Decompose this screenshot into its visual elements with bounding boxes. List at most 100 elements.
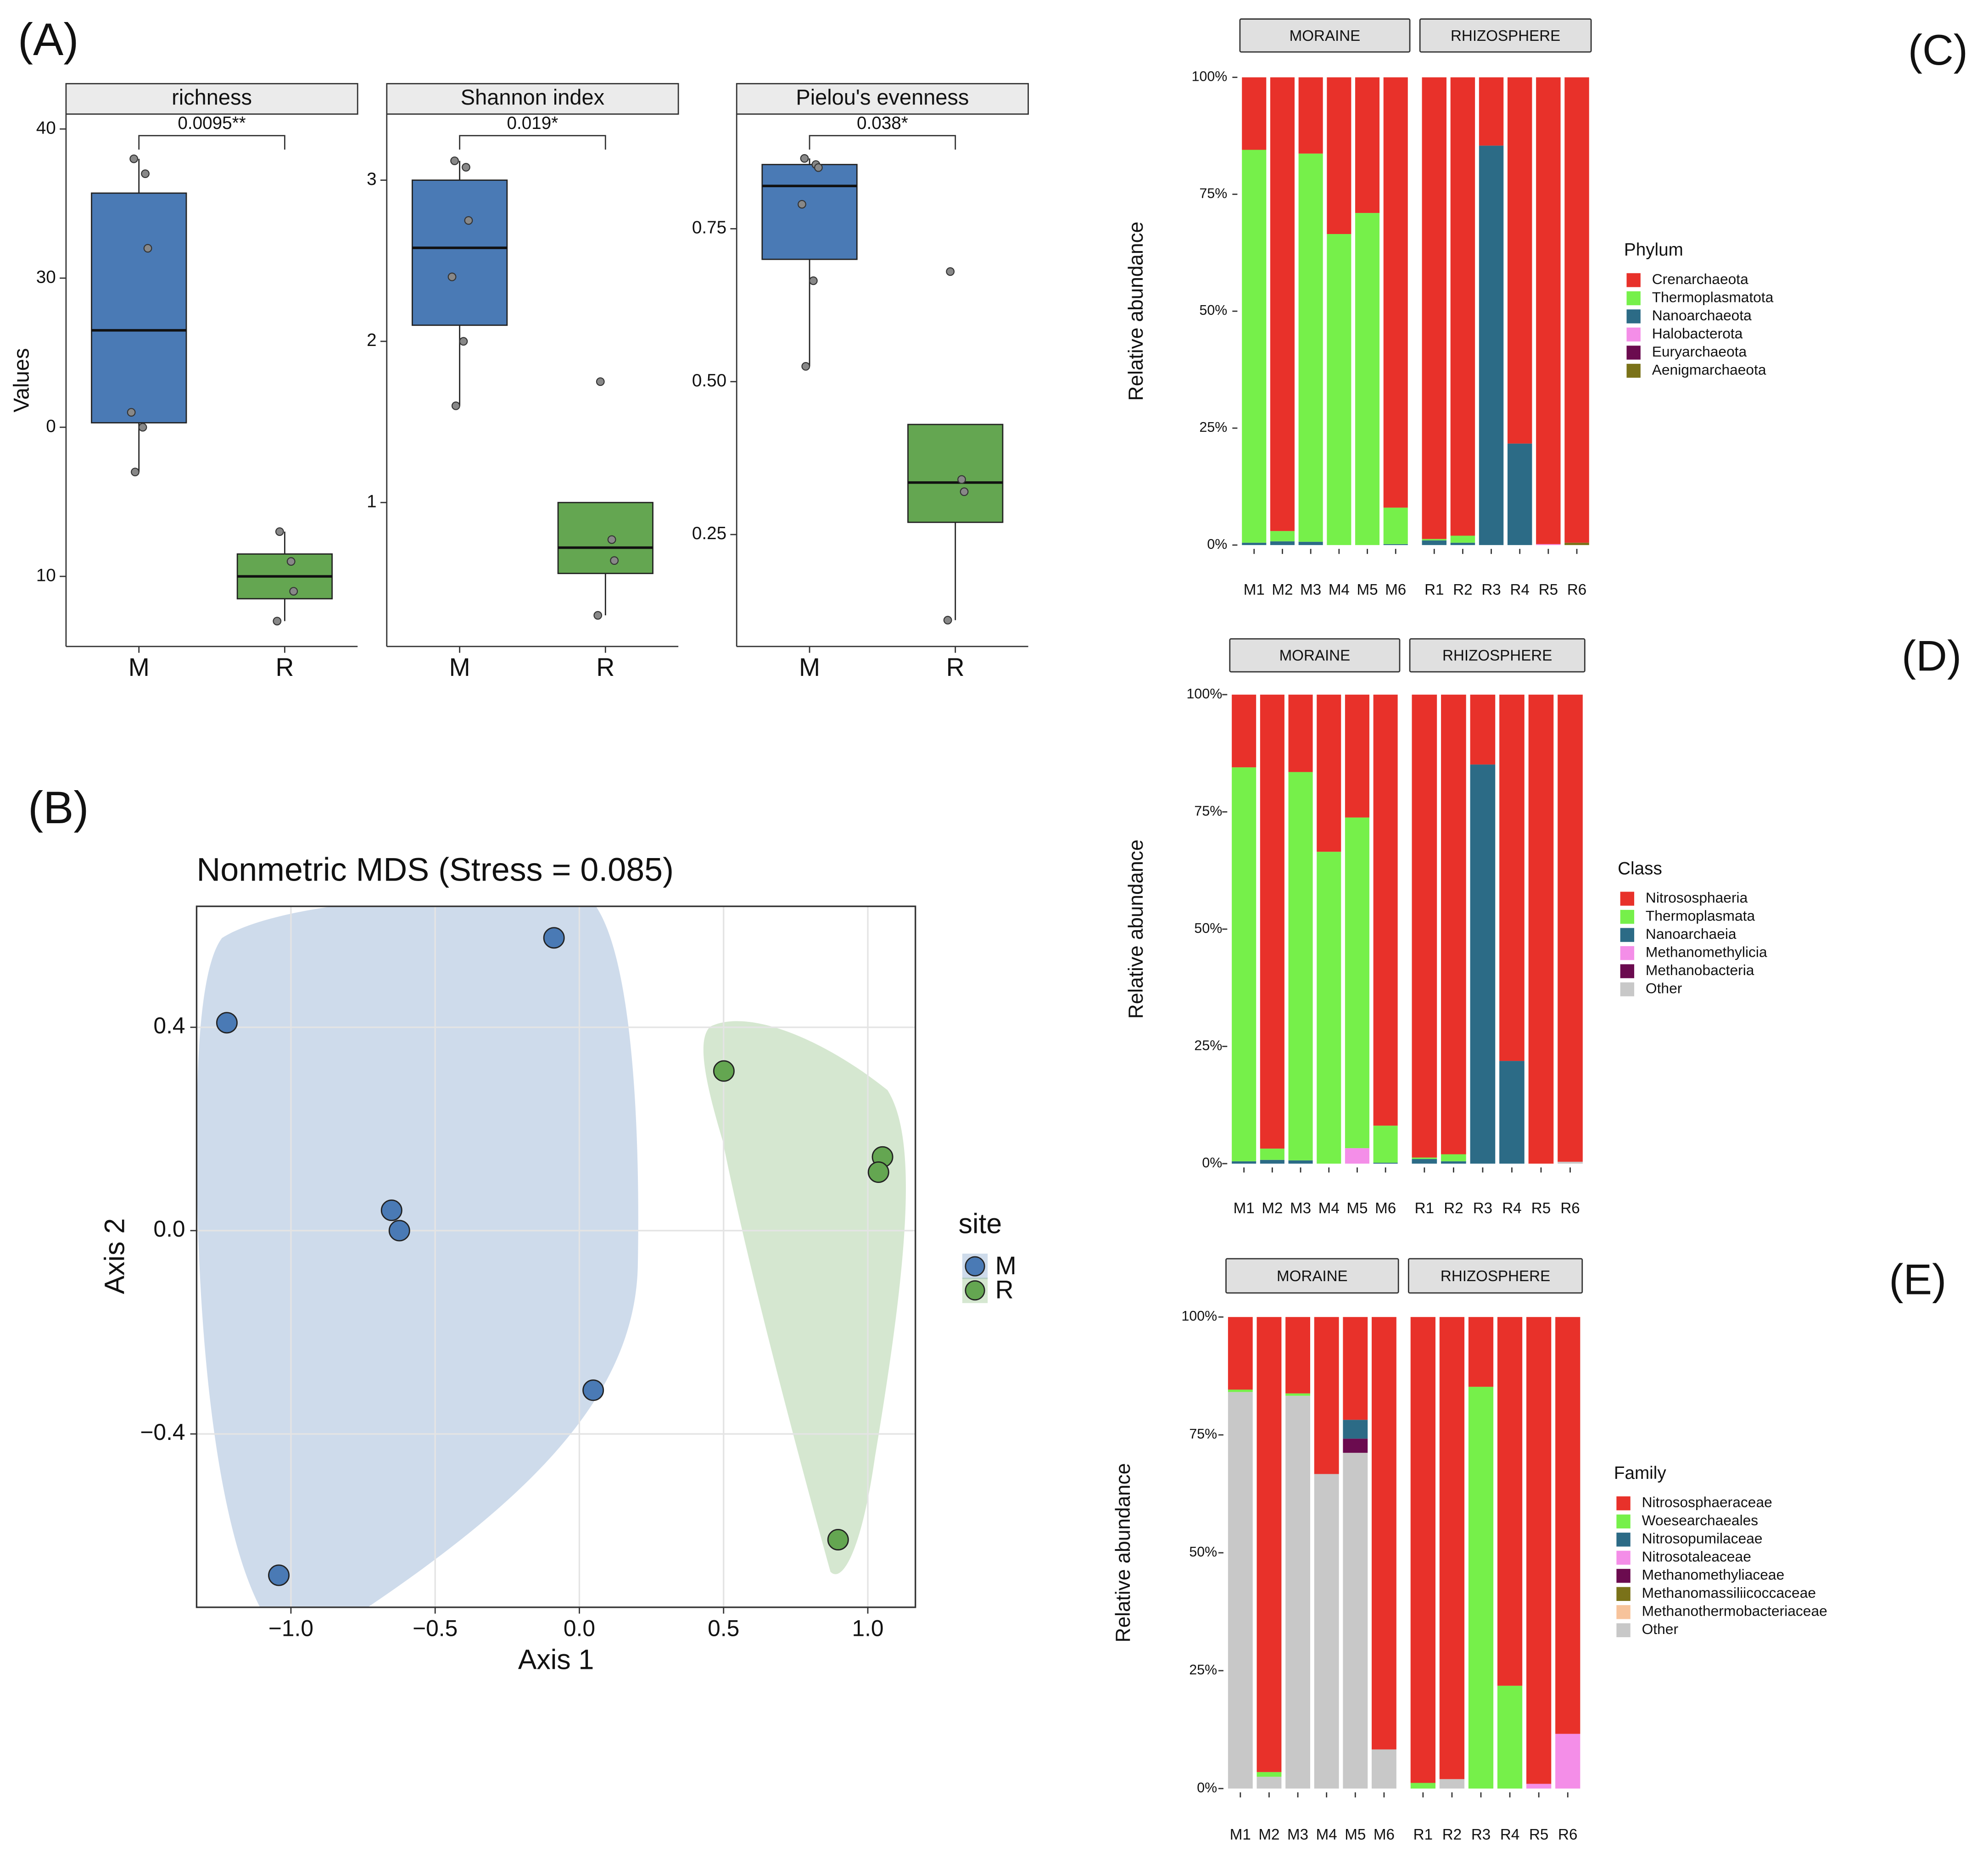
y-tick-label: 100% (1187, 686, 1223, 702)
x-tick-label: M1 (1230, 1826, 1251, 1843)
facet-label: RHIZOSPHERE (1451, 28, 1560, 45)
bar-segment (1260, 1149, 1284, 1160)
point (801, 362, 810, 371)
bar-segment (1260, 694, 1284, 1149)
point (216, 1012, 238, 1034)
bar-segment (1536, 544, 1561, 545)
box (411, 179, 508, 326)
x-tick-label: 1.0 (852, 1616, 883, 1641)
x-tick-label: R2 (1453, 581, 1472, 598)
bar-segment (1508, 77, 1532, 444)
facet-strip (1409, 638, 1586, 673)
bar-segment (1371, 1317, 1396, 1750)
bar-segment (1555, 1317, 1580, 1734)
point (827, 1528, 849, 1550)
legend-swatch (1626, 309, 1641, 323)
facet-strip (1225, 1258, 1399, 1294)
facet-label: MORAINE (1290, 28, 1361, 45)
y-tick-label: 100% (1181, 1308, 1217, 1324)
legend-swatch (1616, 1623, 1631, 1637)
bar-segment (1242, 77, 1267, 150)
facet-label: RHIZOSPHERE (1442, 647, 1552, 664)
legend-title: Family (1614, 1463, 1666, 1483)
bar-segment (1479, 77, 1504, 146)
bar-segment (1285, 1393, 1310, 1396)
panel-label: (C) (1908, 26, 1968, 74)
legend-label: Methanomassiliicoccaceae (1642, 1584, 1816, 1601)
point (593, 611, 603, 620)
x-tick-label: M1 (1244, 581, 1265, 598)
legend-marker (965, 1280, 985, 1301)
bar-segment (1298, 77, 1323, 154)
point (289, 587, 298, 596)
p-value: 0.038* (857, 113, 908, 133)
bar-segment (1270, 541, 1295, 545)
facet-strip (386, 83, 679, 115)
y-tick-label: 1 (367, 491, 377, 511)
point (459, 337, 468, 346)
bar-segment (1298, 541, 1323, 545)
point (380, 1199, 402, 1221)
facet-title: richness (172, 85, 252, 109)
bar-segment (1232, 767, 1256, 1161)
x-tick-label: M (799, 653, 820, 681)
bar-segment (1410, 1317, 1435, 1783)
bar-segment (1468, 1387, 1494, 1789)
point (596, 377, 605, 386)
plot-background (196, 906, 916, 1607)
y-tick-label: 25% (1199, 419, 1227, 435)
significance-bracket (459, 135, 606, 150)
legend-label: Nitrosopumilaceae (1642, 1530, 1763, 1547)
bar-segment (1526, 1784, 1552, 1789)
bar-segment (1528, 694, 1554, 1164)
x-tick-label: M5 (1357, 581, 1378, 598)
legend-swatch (1616, 1550, 1631, 1565)
bar-segment (1270, 77, 1295, 531)
bar-segment (1317, 852, 1341, 1164)
panel-label: (D) (1902, 631, 1961, 680)
x-tick-label: R1 (1415, 1200, 1434, 1217)
legend-label: Methanothermobacteriaceae (1642, 1603, 1827, 1619)
legend-swatch (1616, 1587, 1631, 1601)
legend-swatch (1616, 1605, 1631, 1619)
x-tick-label: M3 (1287, 1826, 1308, 1843)
x-tick-label: M3 (1300, 581, 1321, 598)
y-tick-label: 0.50 (692, 371, 726, 390)
y-tick-label: 10 (36, 565, 56, 585)
plot-frame (195, 905, 916, 1608)
bar-segment (1288, 772, 1313, 1160)
bar-segment (1441, 694, 1466, 1154)
y-tick-label: 0.75 (692, 218, 726, 238)
x-tick-label: M2 (1258, 1826, 1279, 1843)
point (447, 273, 457, 281)
bar-segment (1536, 77, 1561, 544)
point (713, 1060, 735, 1082)
legend-swatch (1626, 273, 1641, 287)
x-tick-label: R (946, 653, 965, 681)
bar-segment (1256, 1317, 1282, 1772)
bar-segment (1412, 694, 1437, 1158)
hull-m (196, 906, 638, 1607)
y-tick-label: 0% (1197, 1780, 1217, 1796)
x-tick-label: M6 (1385, 581, 1406, 598)
point (946, 267, 955, 276)
point (464, 216, 473, 225)
point (273, 617, 282, 625)
bar-segment (1355, 77, 1380, 213)
x-tick-label: M3 (1290, 1200, 1311, 1217)
x-tick-label: M4 (1318, 1200, 1340, 1217)
bar-segment (1526, 1317, 1552, 1784)
facet-strip (65, 83, 358, 115)
point (800, 154, 809, 163)
legend-label: Woesearchaeales (1642, 1512, 1759, 1528)
point (610, 556, 619, 565)
bar-segment (1441, 1154, 1466, 1161)
y-tick-label: 0.25 (692, 524, 726, 543)
bar-segment (1228, 1389, 1253, 1392)
bar-segment (1439, 1317, 1465, 1779)
x-tick-label: R5 (1529, 1826, 1548, 1843)
bar-segment (1345, 817, 1369, 1149)
y-tick-label: 0 (46, 416, 56, 436)
legend-marker (965, 1256, 985, 1277)
legend-swatch (1620, 982, 1635, 997)
